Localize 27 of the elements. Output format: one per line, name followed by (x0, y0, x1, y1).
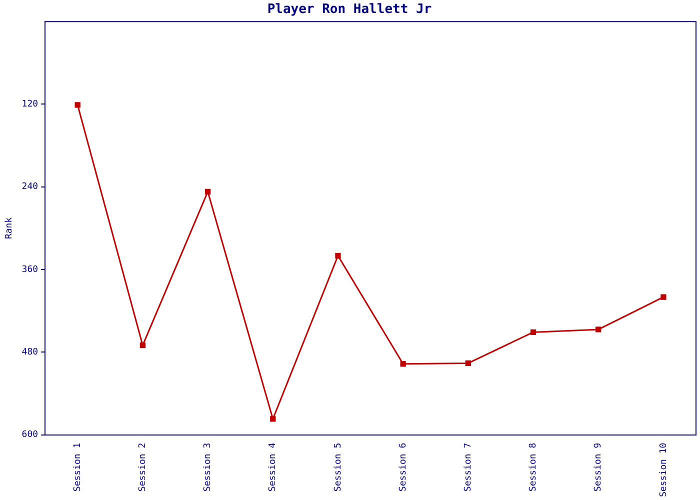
x-tick-label: Session 1 (72, 442, 83, 492)
point (335, 252, 341, 259)
y-tick-label: 480 (22, 348, 38, 358)
chart-title: Player Ron Hallett Jr (267, 2, 432, 18)
y-tick-label: 120 (22, 100, 38, 110)
point (530, 329, 536, 336)
point (660, 294, 666, 300)
point (465, 360, 471, 366)
point (204, 188, 211, 195)
x-tick-label: Session 2 (138, 442, 148, 492)
x-tick-label: Session 3 (203, 442, 214, 492)
point (270, 416, 276, 422)
point (596, 326, 602, 332)
x-tick-label: Session 4 (268, 442, 278, 492)
x-tick-label: Session 10 (658, 442, 669, 498)
y-tick-label: 360 (22, 264, 38, 275)
point (140, 342, 146, 348)
point (400, 361, 406, 367)
x-tick-label: Session 5 (333, 442, 344, 492)
y-axis-title: Rank (4, 216, 15, 240)
x-tick-label: Session 6 (398, 442, 408, 492)
x-tick-label: Session 7 (464, 442, 474, 492)
y-tick-label: 600 (22, 430, 38, 440)
point (74, 102, 80, 108)
x-tick-label: Session 8 (528, 442, 539, 492)
x-tick-label: Session 9 (594, 442, 604, 492)
y-tick-label: 240 (22, 182, 38, 192)
